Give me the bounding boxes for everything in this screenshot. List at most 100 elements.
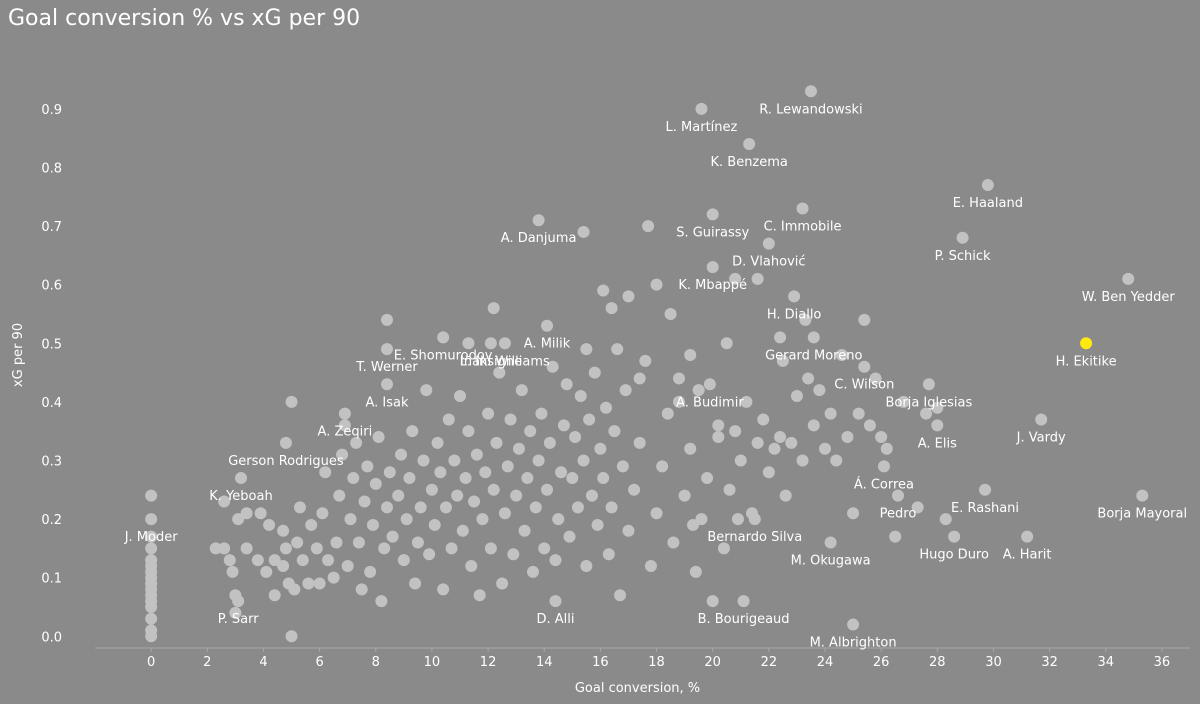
data-point [692, 384, 705, 397]
data-point [428, 518, 441, 531]
data-point [285, 395, 298, 408]
data-point [858, 313, 871, 326]
data-point [541, 319, 554, 332]
data-point [555, 466, 568, 479]
data-point [706, 261, 719, 274]
point-label: Bernardo Silva [707, 530, 802, 545]
data-point [796, 202, 809, 215]
data-point [875, 431, 888, 444]
data-point [411, 536, 424, 549]
data-point [476, 513, 489, 526]
data-point [824, 407, 837, 420]
data-point [807, 419, 820, 432]
data-point [684, 349, 697, 361]
data-point [338, 419, 351, 432]
point-label: A. Elis [918, 436, 957, 451]
data-point [524, 425, 537, 438]
x-tick-label: 6 [315, 655, 323, 670]
data-point [748, 513, 761, 526]
data-point [880, 442, 893, 455]
data-point [981, 179, 994, 192]
data-point [279, 542, 292, 555]
point-label: J. Vardy [1016, 430, 1066, 445]
y-tick-label: 0.3 [41, 454, 62, 469]
data-point [512, 442, 525, 455]
data-point [145, 489, 158, 502]
data-point [358, 495, 371, 508]
data-point [465, 559, 478, 572]
data-point [395, 448, 408, 461]
data-point [364, 565, 377, 578]
point-label: A. Zeqiri [318, 425, 373, 440]
data-point [302, 577, 315, 590]
data-point [484, 337, 497, 350]
data-point [226, 565, 239, 578]
data-point [580, 343, 593, 356]
chart-title: Goal conversion % vs xG per 90 [8, 6, 361, 31]
labels-layer: R. Lewandowski L. Martínez K. Benzema E. Ha… [124, 102, 1187, 650]
x-tick-label: 18 [648, 655, 665, 670]
data-point [583, 413, 596, 426]
points-layer [145, 85, 1149, 643]
point-label: A. Isak [365, 395, 409, 410]
data-point [529, 501, 542, 514]
data-point [695, 513, 708, 526]
data-point [931, 419, 944, 432]
data-point [768, 442, 781, 455]
data-point [642, 220, 655, 233]
data-point [375, 595, 388, 608]
data-point [751, 272, 764, 285]
x-tick-label: 20 [704, 655, 721, 670]
data-point [661, 407, 674, 420]
data-point [549, 595, 562, 608]
data-point [260, 565, 273, 578]
data-point [381, 313, 393, 326]
data-point [414, 501, 427, 514]
point-label: W. Ben Yedder [1082, 290, 1176, 305]
data-point [863, 419, 876, 432]
data-point [841, 431, 854, 444]
data-point [706, 595, 719, 608]
data-point [695, 102, 708, 115]
data-point [451, 489, 464, 502]
data-point [622, 290, 635, 303]
y-tick-label: 0.8 [41, 161, 62, 176]
point-label: E. Rashani [951, 501, 1019, 516]
point-label: D. Alli [536, 612, 574, 627]
data-point [145, 554, 158, 567]
data-point [956, 231, 969, 244]
data-point [470, 448, 483, 461]
x-tick-label: 22 [761, 655, 778, 670]
x-tick-label: 28 [929, 655, 946, 670]
data-point [591, 518, 604, 531]
data-point [313, 577, 326, 590]
data-point [277, 524, 290, 537]
data-point [484, 542, 497, 555]
data-point [633, 436, 646, 449]
data-point [218, 542, 231, 555]
data-point [731, 513, 744, 526]
data-point [931, 401, 944, 414]
x-axis-title: Goal conversion, % [575, 681, 700, 696]
data-point [720, 337, 733, 350]
data-point [639, 354, 652, 367]
data-point [804, 85, 817, 98]
axes: 0 2 4 6 8 10 12 14 16 18 20 22 24 26 28 30 32 34 360.00.10… [11, 103, 1190, 696]
point-label: K. Benzema [710, 155, 787, 170]
data-point [510, 489, 523, 502]
data-point [889, 530, 902, 543]
data-point [442, 413, 455, 426]
data-point [361, 460, 374, 473]
y-tick-label: 0.9 [41, 103, 62, 118]
data-point [327, 571, 340, 584]
data-point [378, 542, 391, 555]
data-point [145, 612, 158, 625]
point-label: M. Okugawa [791, 554, 871, 569]
y-tick-label: 0.5 [41, 337, 62, 352]
data-point [543, 436, 556, 449]
data-point [218, 495, 231, 508]
data-point [569, 431, 582, 444]
data-point [403, 472, 416, 485]
